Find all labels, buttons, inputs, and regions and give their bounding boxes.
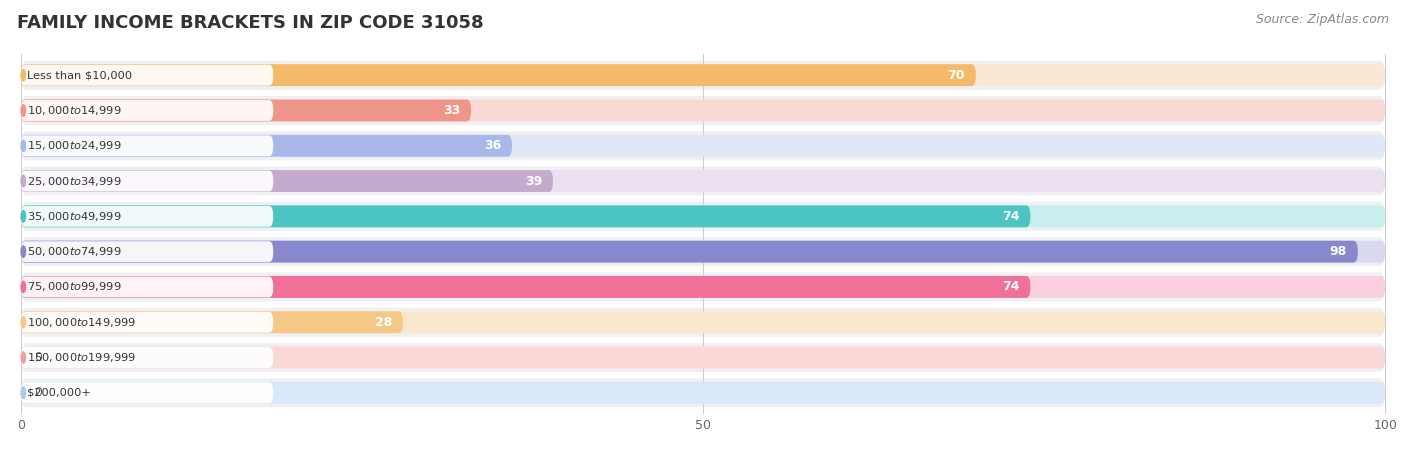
FancyBboxPatch shape bbox=[21, 272, 1385, 302]
Circle shape bbox=[21, 387, 25, 399]
FancyBboxPatch shape bbox=[21, 99, 471, 122]
FancyBboxPatch shape bbox=[21, 171, 273, 191]
Text: $15,000 to $24,999: $15,000 to $24,999 bbox=[27, 139, 121, 152]
Text: $150,000 to $199,999: $150,000 to $199,999 bbox=[27, 351, 135, 364]
Circle shape bbox=[21, 176, 25, 187]
Text: FAMILY INCOME BRACKETS IN ZIP CODE 31058: FAMILY INCOME BRACKETS IN ZIP CODE 31058 bbox=[17, 14, 484, 32]
FancyBboxPatch shape bbox=[21, 241, 273, 262]
Circle shape bbox=[21, 316, 25, 328]
Text: 33: 33 bbox=[443, 104, 460, 117]
Circle shape bbox=[21, 281, 25, 292]
FancyBboxPatch shape bbox=[21, 311, 1385, 333]
FancyBboxPatch shape bbox=[21, 346, 1385, 369]
FancyBboxPatch shape bbox=[21, 347, 273, 368]
FancyBboxPatch shape bbox=[21, 65, 273, 86]
FancyBboxPatch shape bbox=[21, 378, 1385, 407]
FancyBboxPatch shape bbox=[21, 206, 273, 227]
Circle shape bbox=[21, 140, 25, 152]
Circle shape bbox=[21, 69, 25, 81]
FancyBboxPatch shape bbox=[21, 170, 553, 192]
Text: $25,000 to $34,999: $25,000 to $34,999 bbox=[27, 175, 121, 188]
FancyBboxPatch shape bbox=[21, 312, 273, 333]
FancyBboxPatch shape bbox=[21, 311, 404, 333]
FancyBboxPatch shape bbox=[21, 241, 1358, 263]
FancyBboxPatch shape bbox=[21, 237, 1385, 266]
Text: 0: 0 bbox=[35, 386, 42, 399]
Text: $75,000 to $99,999: $75,000 to $99,999 bbox=[27, 280, 121, 293]
Text: $50,000 to $74,999: $50,000 to $74,999 bbox=[27, 245, 121, 258]
FancyBboxPatch shape bbox=[21, 135, 273, 156]
Text: $35,000 to $49,999: $35,000 to $49,999 bbox=[27, 210, 121, 223]
Text: 28: 28 bbox=[374, 316, 392, 329]
FancyBboxPatch shape bbox=[21, 205, 1385, 227]
FancyBboxPatch shape bbox=[21, 135, 1385, 157]
FancyBboxPatch shape bbox=[21, 343, 1385, 372]
Circle shape bbox=[21, 105, 25, 116]
FancyBboxPatch shape bbox=[21, 277, 273, 297]
FancyBboxPatch shape bbox=[21, 61, 1385, 90]
Circle shape bbox=[21, 211, 25, 222]
Text: 39: 39 bbox=[524, 175, 543, 188]
Text: Less than $10,000: Less than $10,000 bbox=[27, 70, 132, 80]
FancyBboxPatch shape bbox=[21, 131, 1385, 160]
Text: $10,000 to $14,999: $10,000 to $14,999 bbox=[27, 104, 121, 117]
Circle shape bbox=[21, 352, 25, 363]
FancyBboxPatch shape bbox=[21, 382, 273, 403]
FancyBboxPatch shape bbox=[21, 276, 1385, 298]
FancyBboxPatch shape bbox=[21, 166, 1385, 196]
FancyBboxPatch shape bbox=[21, 308, 1385, 337]
Text: 36: 36 bbox=[484, 139, 501, 152]
Text: $200,000+: $200,000+ bbox=[27, 388, 90, 398]
FancyBboxPatch shape bbox=[21, 96, 1385, 125]
Text: 0: 0 bbox=[35, 351, 42, 364]
FancyBboxPatch shape bbox=[21, 64, 1385, 86]
FancyBboxPatch shape bbox=[21, 100, 273, 121]
Text: 98: 98 bbox=[1330, 245, 1347, 258]
FancyBboxPatch shape bbox=[21, 382, 1385, 404]
Text: Source: ZipAtlas.com: Source: ZipAtlas.com bbox=[1256, 14, 1389, 27]
FancyBboxPatch shape bbox=[21, 205, 1031, 227]
FancyBboxPatch shape bbox=[21, 135, 512, 157]
FancyBboxPatch shape bbox=[21, 241, 1385, 263]
Text: 70: 70 bbox=[948, 69, 965, 82]
Text: 74: 74 bbox=[1002, 210, 1019, 223]
FancyBboxPatch shape bbox=[21, 99, 1385, 122]
FancyBboxPatch shape bbox=[21, 170, 1385, 192]
Circle shape bbox=[21, 246, 25, 257]
Text: 74: 74 bbox=[1002, 280, 1019, 293]
FancyBboxPatch shape bbox=[21, 202, 1385, 231]
FancyBboxPatch shape bbox=[21, 64, 976, 86]
FancyBboxPatch shape bbox=[21, 276, 1031, 298]
Text: $100,000 to $149,999: $100,000 to $149,999 bbox=[27, 316, 135, 329]
